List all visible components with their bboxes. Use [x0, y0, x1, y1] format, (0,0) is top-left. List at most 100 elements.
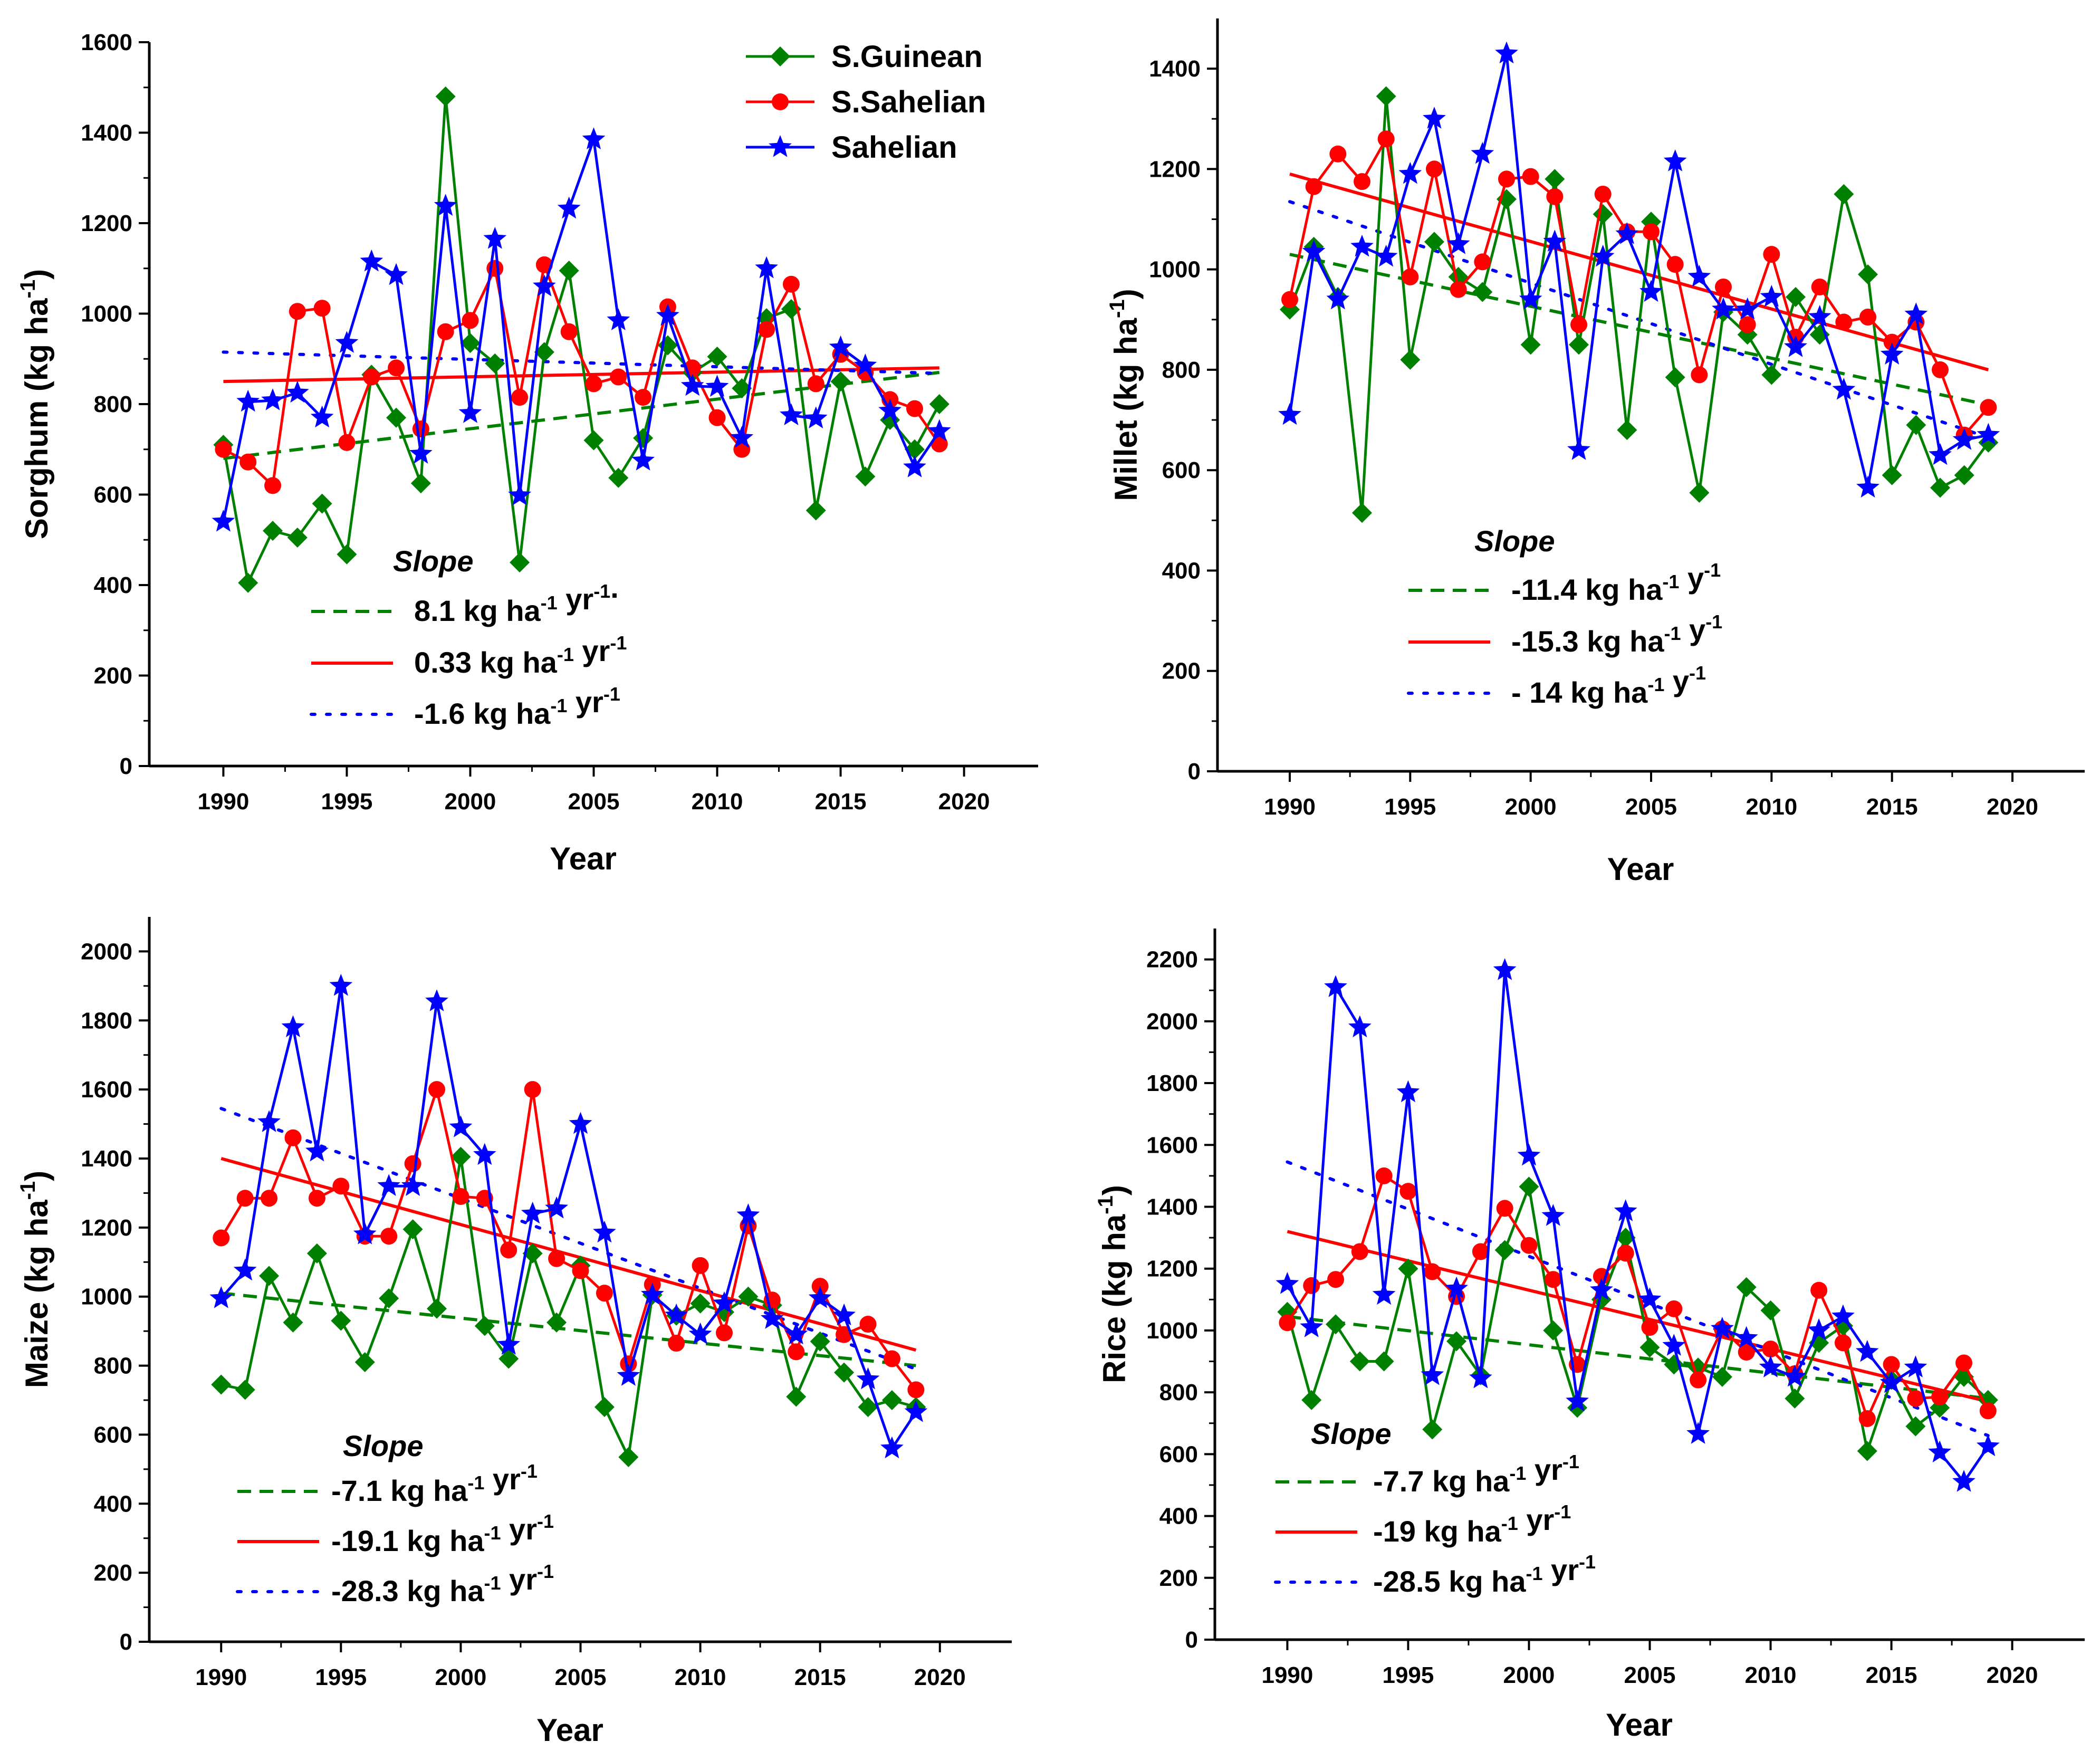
- data-point-s-guinean: [1834, 184, 1854, 204]
- y-tick-label: 1200: [1149, 156, 1201, 182]
- data-point-s-sahelian: [412, 420, 429, 438]
- data-point-sahelian: [755, 256, 778, 279]
- slope-value-s-sahelian: -19.1 kg ha-1 yr-1: [331, 1510, 554, 1557]
- data-point-s-guinean: [738, 1286, 759, 1307]
- data-point-s-guinean: [211, 1374, 232, 1395]
- data-point-s-sahelian: [437, 323, 454, 340]
- x-tick-label: 2015: [794, 1664, 846, 1690]
- data-point-s-sahelian: [380, 1228, 398, 1245]
- slope-b: yr: [484, 1462, 521, 1496]
- y-tick-label: 1200: [81, 1215, 132, 1241]
- y-tick-label: 600: [94, 1422, 132, 1448]
- data-point-sahelian: [1808, 305, 1831, 327]
- y-tick-label: 0: [1188, 759, 1201, 784]
- data-point-s-guinean: [707, 346, 727, 367]
- data-point-sahelian: [1735, 297, 1759, 320]
- slope-b: y: [1679, 561, 1704, 595]
- slope-a: kg ha: [407, 1524, 484, 1557]
- data-point-s-guinean: [1906, 415, 1926, 435]
- data-point-s-sahelian: [1955, 1354, 1972, 1372]
- data-point-s-sahelian: [388, 359, 405, 377]
- data-point-s-sahelian: [338, 434, 356, 451]
- slope-e2: -1: [603, 683, 620, 705]
- data-point-s-sahelian: [635, 389, 652, 406]
- x-tick-label: 2020: [1987, 1662, 2038, 1688]
- slope-a: kg ha: [1449, 1565, 1526, 1598]
- data-point-sahelian: [804, 406, 828, 428]
- y-axis-title: Rice (kg ha-1): [1094, 1185, 1132, 1383]
- data-point-sahelian: [680, 374, 704, 396]
- data-point-sahelian: [1398, 161, 1422, 184]
- y-axis-title-main: Maize (kg ha: [19, 1200, 54, 1388]
- data-point-s-guinean: [732, 378, 752, 398]
- data-point-sahelian: [409, 442, 433, 464]
- slope-e2: -1: [1689, 662, 1706, 684]
- data-point-s-sahelian: [1402, 268, 1419, 285]
- data-point-sahelian: [705, 375, 729, 397]
- data-point-s-guinean: [1930, 477, 1950, 498]
- data-point-sahelian: [1880, 1371, 1903, 1393]
- data-point-sahelian: [1952, 1470, 1976, 1492]
- data-point-s-guinean: [1376, 86, 1396, 107]
- data-point-sahelian: [1423, 107, 1446, 129]
- x-tick-label: 2020: [914, 1664, 966, 1690]
- data-point-s-sahelian: [236, 1190, 254, 1207]
- slope-value-s-guinean: -7.7 kg ha-1 yr-1: [1373, 1451, 1579, 1498]
- data-point-s-sahelian: [1883, 1356, 1900, 1373]
- data-point-sahelian: [903, 455, 926, 477]
- data-point-s-sahelian: [1594, 185, 1612, 203]
- data-point-sahelian: [1687, 264, 1711, 287]
- y-axis-title-main: Sorghum (kg ha: [19, 298, 54, 539]
- slope-e2: -1: [521, 1460, 538, 1482]
- data-point-s-sahelian: [428, 1081, 445, 1098]
- y-tick-label: 1400: [1146, 1194, 1198, 1220]
- slope-num: -11.4: [1511, 573, 1585, 606]
- x-tick-label: 2005: [1624, 1662, 1676, 1688]
- data-point-sahelian: [335, 331, 359, 353]
- slope-value-sahelian: -28.3 kg ha-1 yr-1: [331, 1561, 554, 1607]
- data-point-s-sahelian: [585, 375, 602, 393]
- x-tick-label: 2000: [1505, 794, 1557, 820]
- slope-e2: -1: [537, 1561, 554, 1582]
- data-point-s-guinean: [1665, 367, 1685, 388]
- slope-e1: -1: [557, 644, 574, 665]
- data-point-s-sahelian: [1522, 168, 1539, 185]
- legend-marker: [770, 46, 790, 66]
- y-axis-title-sup: -1: [1106, 299, 1129, 318]
- slope-a: kg ha: [1432, 1465, 1510, 1498]
- data-point-s-sahelian: [1450, 281, 1467, 298]
- data-point-s-guinean: [559, 261, 579, 281]
- slope-a: kg ha: [463, 594, 541, 627]
- y-axis-title-end: ): [1097, 1185, 1132, 1195]
- data-point-sahelian: [1904, 1355, 1928, 1377]
- y-tick-label: 1000: [1146, 1318, 1198, 1344]
- y-tick-label: 200: [1162, 658, 1201, 684]
- y-tick-label: 0: [1185, 1627, 1198, 1653]
- data-point-sahelian: [1639, 280, 1663, 302]
- data-point-s-sahelian: [1811, 278, 1828, 295]
- data-point-s-sahelian: [1474, 253, 1491, 271]
- data-point-s-guinean: [386, 407, 407, 428]
- data-point-s-guinean: [1639, 1337, 1660, 1358]
- data-point-sahelian: [1783, 1364, 1807, 1387]
- data-point-sahelian: [236, 389, 260, 412]
- data-point-sahelian: [1324, 975, 1347, 997]
- slope-a: kg ha: [390, 1474, 468, 1507]
- data-point-sahelian: [1567, 438, 1590, 460]
- slope-heading: Slope: [1474, 524, 1555, 558]
- y-axis-title: Sorghum (kg ha-1): [16, 269, 54, 539]
- data-point-s-sahelian: [213, 1229, 230, 1247]
- data-point-s-guinean: [1374, 1351, 1394, 1372]
- data-point-s-guinean: [306, 1243, 327, 1264]
- data-point-sahelian: [1929, 443, 1952, 465]
- data-point-sahelian: [631, 448, 655, 471]
- y-axis-title-end: ): [19, 1171, 54, 1181]
- data-point-sahelian: [1396, 1080, 1420, 1103]
- data-point-sahelian: [353, 1222, 377, 1245]
- slope-heading: Slope: [1311, 1417, 1391, 1450]
- trend-line-s-guinean: [1287, 1315, 1989, 1400]
- data-point-sahelian: [1759, 1355, 1782, 1377]
- data-point-s-guinean: [929, 394, 950, 414]
- data-point-s-sahelian: [1281, 291, 1298, 308]
- slope-num: -7.7: [1373, 1465, 1432, 1498]
